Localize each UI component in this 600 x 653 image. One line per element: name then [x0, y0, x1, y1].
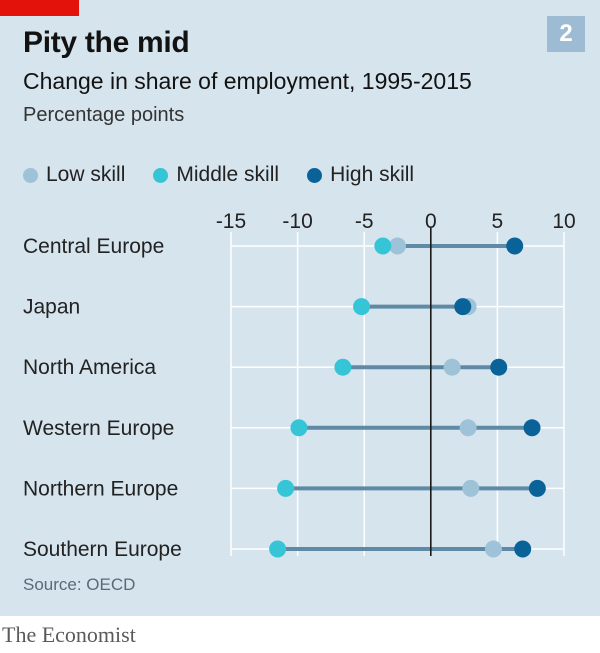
point-low-skill-western-europe: [459, 419, 477, 437]
publisher-wordmark: The Economist: [2, 622, 136, 647]
point-low-skill-northern-europe: [462, 479, 480, 497]
x-tick-label-5: 5: [492, 210, 504, 233]
chart-subtitle: Change in share of employment, 1995-2015: [23, 68, 472, 94]
point-middle-skill-central-europe: [374, 237, 392, 255]
category-label-japan: Japan: [23, 296, 80, 319]
point-middle-skill-southern-europe: [269, 540, 287, 558]
x-tick-label--10: -10: [282, 210, 312, 233]
point-high-skill-japan: [454, 298, 472, 316]
point-high-skill-southern-europe: [514, 540, 532, 558]
legend-item-high-skill: High skill: [307, 163, 414, 187]
legend-item-low-skill: Low skill: [23, 163, 125, 187]
point-middle-skill-north-america: [334, 358, 352, 376]
point-low-skill-central-europe: [389, 237, 406, 255]
brand-red-tag: [0, 0, 79, 16]
source-note: Source: OECD: [23, 575, 136, 594]
legend-label-high-skill: High skill: [330, 163, 415, 186]
point-high-skill-western-europe: [523, 419, 541, 437]
point-high-skill-northern-europe: [528, 479, 546, 497]
legend-swatch-low-skill: [23, 167, 38, 183]
category-label-central-europe: Central Europe: [23, 235, 164, 258]
gridlines: [230, 232, 565, 556]
x-tick-label-0: 0: [425, 210, 437, 233]
point-high-skill-central-europe: [506, 237, 524, 255]
chart-title: Pity the mid: [23, 26, 190, 59]
point-middle-skill-northern-europe: [277, 479, 295, 497]
chart-units: Percentage points: [23, 104, 185, 126]
legend-label-middle-skill: Middle skill: [176, 163, 280, 186]
legend-swatch-middle-skill: [153, 167, 169, 183]
category-label-western-europe: Western Europe: [23, 417, 174, 440]
legend-label-low-skill: Low skill: [46, 163, 126, 186]
point-middle-skill-western-europe: [290, 419, 308, 437]
point-high-skill-north-america: [490, 358, 508, 376]
legend-item-middle-skill: Middle skill: [153, 163, 279, 187]
legend: Low skill Middle skill High skill: [23, 160, 442, 190]
chart-points: [269, 237, 546, 558]
point-middle-skill-japan: [353, 298, 371, 316]
category-label-north-america: North America: [23, 356, 156, 379]
dumbbell-chart: -15 -10 -5 0 5 10 Central Europe Japan North Am…: [23, 210, 576, 561]
chart-number-badge: 2: [547, 16, 585, 52]
x-tick-label--15: -15: [216, 210, 246, 233]
x-tick-label--5: -5: [355, 210, 374, 233]
chart-rows: Central Europe Japan North America Western …: [23, 235, 538, 561]
chart-panel: [0, 0, 600, 616]
legend-swatch-high-skill: [307, 167, 323, 183]
point-low-skill-southern-europe: [484, 540, 502, 558]
x-axis-ticks: -15 -10 -5 0 5 10: [216, 210, 576, 233]
category-label-northern-europe: Northern Europe: [23, 477, 178, 500]
x-tick-label-10: 10: [552, 210, 575, 233]
category-label-southern-europe: Southern Europe: [23, 538, 182, 561]
point-low-skill-north-america: [443, 358, 461, 376]
